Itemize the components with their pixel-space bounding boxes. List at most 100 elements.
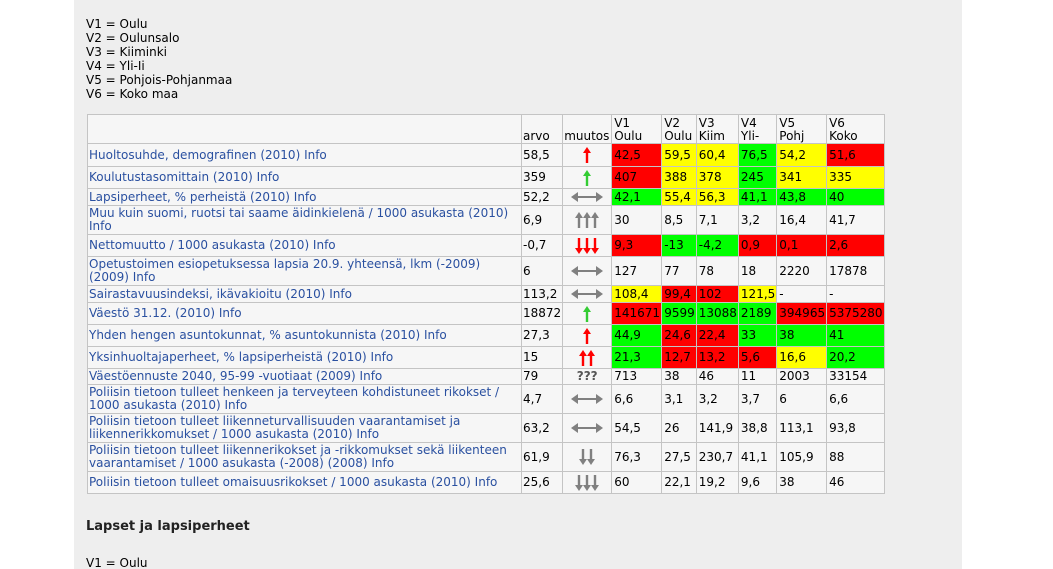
value-cell-v1: 76,3 xyxy=(611,442,663,472)
value-cell-v6: 46 xyxy=(826,471,886,494)
value-cell-v1: 21,3 xyxy=(611,346,663,369)
muutos-cell xyxy=(562,285,613,303)
indicator-cell: Muu kuin suomi, ruotsi tai saame äidinki… xyxy=(87,205,522,235)
arrow-up-green-icon xyxy=(583,305,592,322)
value-cell-v2: 77 xyxy=(661,256,697,286)
legend-item: V5 = Pohjois-Pohjanmaa xyxy=(86,73,233,87)
arrow-down-red-icon xyxy=(575,237,600,254)
value-cell-v4: 0,9 xyxy=(737,234,778,257)
value-cell-v5: 105,9 xyxy=(776,442,828,472)
value-cell-v5: - xyxy=(776,285,828,303)
muutos-cell xyxy=(562,413,613,443)
value-cell-v6: 51,6 xyxy=(826,143,886,167)
arrow-flat-icon xyxy=(571,192,604,202)
header-v5: V5 Pohj xyxy=(776,114,828,144)
header-v3: V3 Kiim xyxy=(695,114,739,144)
muutos-cell: ??? xyxy=(562,368,613,385)
value-cell-v2: 24,6 xyxy=(661,324,697,347)
arvo-cell: 61,9 xyxy=(520,442,564,472)
value-cell-v3: 56,3 xyxy=(695,188,739,206)
indicator-link[interactable]: Väestö 31.12. (2010) Info xyxy=(89,306,242,320)
value-cell-v5: 2220 xyxy=(776,256,828,286)
indicator-link[interactable]: Yhden hengen asuntokunnat, % asuntokunni… xyxy=(89,328,447,342)
indicator-link[interactable]: Koulutustasomittain (2010) Info xyxy=(89,170,280,184)
arvo-cell: 6 xyxy=(520,256,564,286)
value-cell-v3: 102 xyxy=(695,285,739,303)
arrow-down-grey-icon xyxy=(575,474,600,491)
indicator-cell: Yhden hengen asuntokunnat, % asuntokunni… xyxy=(87,324,522,347)
value-cell-v1: 54,5 xyxy=(611,413,663,443)
header-v1: V1 Oulu xyxy=(611,114,663,144)
value-cell-v5: 43,8 xyxy=(776,188,828,206)
area-legend: V1 = Oulu V2 = Oulunsalo V3 = Kiiminki V4 =… xyxy=(86,17,232,101)
value-cell-v6: 2,6 xyxy=(826,234,886,257)
indicator-link[interactable]: Poliisin tietoon tulleet liikenneturvall… xyxy=(89,414,461,441)
arvo-cell: 58,5 xyxy=(520,143,564,167)
muutos-cell xyxy=(562,234,613,257)
table-row: Poliisin tietoon tulleet omaisuusrikokse… xyxy=(87,471,886,494)
indicator-link[interactable]: Nettomuutto / 1000 asukasta (2010) Info xyxy=(89,238,336,252)
legend-item: V1 = Oulu xyxy=(86,17,148,31)
table-row: Poliisin tietoon tulleet liikennerikokse… xyxy=(87,442,886,472)
value-cell-v2: 99,4 xyxy=(661,285,697,303)
value-cell-v2: 27,5 xyxy=(661,442,697,472)
value-cell-v6: 88 xyxy=(826,442,886,472)
value-cell-v4: 2189 xyxy=(737,302,778,325)
indicator-link[interactable]: Opetustoimen esiopetuksessa lapsia 20.9.… xyxy=(89,257,481,284)
value-cell-v2: 388 xyxy=(661,166,697,189)
table-row: Lapsiperheet, % perheistä (2010) Info 52,… xyxy=(87,188,886,206)
value-cell-v6: 93,8 xyxy=(826,413,886,443)
value-cell-v2: 9599 xyxy=(661,302,697,325)
value-cell-v2: 22,1 xyxy=(661,471,697,494)
indicator-link[interactable]: Muu kuin suomi, ruotsi tai saame äidinki… xyxy=(89,206,509,233)
value-cell-v6: 41,7 xyxy=(826,205,886,235)
indicator-link[interactable]: Huoltosuhde, demografinen (2010) Info xyxy=(89,147,327,162)
muutos-cell xyxy=(562,471,613,494)
value-cell-v5: 38 xyxy=(776,471,828,494)
table-row: Väestöennuste 2040, 95-99 -vuotiaat (200… xyxy=(87,368,886,385)
muutos-cell xyxy=(562,166,613,189)
indicator-link[interactable]: Poliisin tietoon tulleet omaisuusrikokse… xyxy=(89,475,498,489)
value-cell-v5: 6 xyxy=(776,384,828,414)
arvo-cell: 25,6 xyxy=(520,471,564,494)
table-row: Sairastavuusindeksi, ikävakioitu (2010) … xyxy=(87,285,886,303)
arvo-cell: -0,7 xyxy=(520,234,564,257)
value-cell-v2: 8,5 xyxy=(661,205,697,235)
value-cell-v4: 33 xyxy=(737,324,778,347)
indicator-link[interactable]: Poliisin tietoon tulleet henkeen ja terv… xyxy=(89,385,500,412)
legend2-item: V1 = Oulu xyxy=(86,556,148,569)
table-row: Nettomuutto / 1000 asukasta (2010) Info -… xyxy=(87,234,886,257)
value-cell-v2: 59,5 xyxy=(661,143,697,167)
value-cell-v1: 9,3 xyxy=(611,234,663,257)
table-row: Yksinhuoltajaperheet, % lapsiperheistä (… xyxy=(87,346,886,369)
table-row: Muu kuin suomi, ruotsi tai saame äidinki… xyxy=(87,205,886,235)
legend-item: V2 = Oulunsalo xyxy=(86,31,180,45)
arvo-cell: 359 xyxy=(520,166,564,189)
value-cell-v6: 6,6 xyxy=(826,384,886,414)
arrow-down-grey-icon xyxy=(579,449,596,465)
indicator-cell: Poliisin tietoon tulleet henkeen ja terv… xyxy=(87,384,522,414)
value-cell-v1: 108,4 xyxy=(611,285,663,303)
indicator-link[interactable]: Yksinhuoltajaperheet, % lapsiperheistä (… xyxy=(89,350,394,364)
legend-item: V3 = Kiiminki xyxy=(86,45,167,59)
value-cell-v5: 394965 xyxy=(776,302,828,325)
indicator-cell: Poliisin tietoon tulleet liikenneturvall… xyxy=(87,413,522,443)
value-cell-v3: 60,4 xyxy=(695,143,739,167)
muutos-cell xyxy=(562,188,613,206)
indicator-cell: Väestö 31.12. (2010) Info xyxy=(87,302,522,325)
indicator-link[interactable]: Väestöennuste 2040, 95-99 -vuotiaat (200… xyxy=(89,369,383,383)
indicator-cell: Huoltosuhde, demografinen (2010) Info xyxy=(87,143,522,167)
muutos-cell xyxy=(562,302,613,325)
value-cell-v5: 0,1 xyxy=(776,234,828,257)
value-cell-v4: 41,1 xyxy=(737,188,778,206)
value-cell-v3: -4,2 xyxy=(695,234,739,257)
indicator-cell: Sairastavuusindeksi, ikävakioitu (2010) … xyxy=(87,285,522,303)
muutos-cell xyxy=(562,205,613,235)
value-cell-v6: 20,2 xyxy=(826,346,886,369)
arrow-up-red-icon xyxy=(583,327,592,344)
value-cell-v2: 38 xyxy=(661,368,697,385)
indicator-link[interactable]: Sairastavuusindeksi, ikävakioitu (2010) … xyxy=(89,286,352,301)
indicator-link[interactable]: Lapsiperheet, % perheistä (2010) Info xyxy=(89,189,317,204)
muutos-unknown: ??? xyxy=(576,369,598,383)
indicator-link[interactable]: Poliisin tietoon tulleet liikennerikokse… xyxy=(89,443,507,470)
